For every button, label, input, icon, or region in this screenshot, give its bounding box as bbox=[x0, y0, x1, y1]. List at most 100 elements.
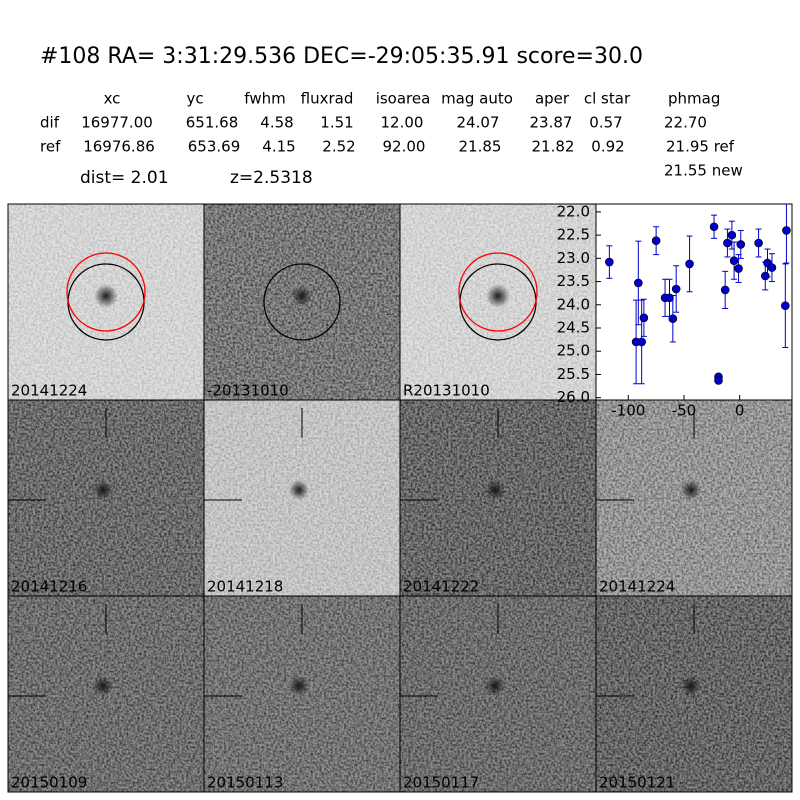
x-tick-label: 0 bbox=[735, 402, 745, 420]
column-header: yc bbox=[186, 90, 203, 108]
row-label: dif bbox=[40, 114, 60, 132]
data-point bbox=[767, 263, 777, 272]
y-tick-label: 25.5 bbox=[557, 365, 590, 383]
column-header: xc bbox=[104, 90, 121, 108]
table-cell: 21.85 bbox=[459, 138, 502, 156]
image-panel: 20141224 bbox=[595, 399, 793, 597]
source-blob bbox=[681, 480, 701, 500]
source-blob bbox=[289, 480, 309, 500]
title: #108 RA= 3:31:29.536 DEC=-29:05:35.91 sc… bbox=[40, 44, 643, 69]
data-point bbox=[634, 278, 643, 288]
table-cell: 16977.00 bbox=[81, 114, 153, 132]
column-header: mag auto bbox=[441, 90, 513, 108]
data-point bbox=[727, 230, 737, 240]
column-header: phmag bbox=[668, 90, 720, 108]
y-tick-label: 22.5 bbox=[557, 226, 590, 244]
x-tick-label: -50 bbox=[672, 402, 697, 420]
data-point bbox=[671, 284, 681, 294]
source-blob bbox=[289, 676, 309, 696]
panel-label: 20141216 bbox=[11, 578, 87, 596]
column-header: cl star bbox=[584, 90, 631, 108]
table-cell: 4.15 bbox=[262, 138, 295, 156]
row-label: ref bbox=[40, 138, 61, 156]
table-cell: 4.58 bbox=[260, 114, 293, 132]
table-cell: 0.92 bbox=[591, 138, 624, 156]
panel-label: 20150117 bbox=[403, 774, 479, 792]
panel-label: 20141224 bbox=[599, 578, 675, 596]
data-point bbox=[709, 222, 719, 232]
y-tick-label: 24.0 bbox=[557, 295, 590, 313]
data-point bbox=[685, 259, 694, 269]
column-header: fluxrad bbox=[301, 90, 354, 108]
table-cell: 653.69 bbox=[188, 138, 241, 156]
data-point bbox=[736, 240, 746, 249]
y-tick-label: 23.0 bbox=[557, 249, 590, 267]
table-cell: 21.95 ref bbox=[666, 138, 735, 156]
data-point bbox=[729, 256, 739, 265]
data-point bbox=[723, 238, 732, 248]
plot-area bbox=[595, 203, 793, 401]
table-cell: 651.68 bbox=[186, 114, 239, 132]
table-cell: 21.82 bbox=[532, 138, 575, 156]
data-point bbox=[637, 337, 646, 347]
image-panel: 20150109 bbox=[7, 595, 205, 793]
image-panel: 20141216 bbox=[7, 399, 205, 597]
source-blob bbox=[93, 676, 113, 696]
data-point bbox=[782, 226, 791, 235]
aperture-circle-red bbox=[66, 252, 146, 332]
table-cell: 92.00 bbox=[383, 138, 426, 156]
panel-label: 20141222 bbox=[403, 578, 479, 596]
image-panel: 20150113 bbox=[203, 595, 401, 793]
aperture-circle bbox=[263, 263, 341, 341]
panel-label: 20141218 bbox=[207, 578, 283, 596]
data-point bbox=[720, 285, 730, 295]
image-panel: 20150117 bbox=[399, 595, 597, 793]
source-blob bbox=[486, 284, 510, 308]
y-tick-label: 24.5 bbox=[557, 319, 590, 337]
data-point bbox=[605, 257, 614, 267]
data-point bbox=[781, 301, 790, 311]
dist: dist= 2.01 bbox=[80, 168, 169, 188]
panel-label: R20131010 bbox=[403, 382, 490, 400]
source-blob bbox=[681, 676, 701, 696]
x-tick-label: -100 bbox=[611, 402, 645, 420]
source-blob bbox=[292, 286, 312, 306]
source-blob bbox=[485, 676, 505, 696]
panel-frame bbox=[595, 595, 793, 793]
y-tick-label: 25.0 bbox=[557, 342, 590, 360]
y-tick-label: 23.5 bbox=[557, 272, 590, 290]
image-panel: 20141218 bbox=[203, 399, 401, 597]
data-point bbox=[639, 313, 649, 323]
table-cell: 1.51 bbox=[320, 114, 353, 132]
data-point bbox=[714, 376, 723, 385]
new-mag: 21.55 new bbox=[664, 162, 743, 180]
image-panel: 20141224 bbox=[7, 203, 205, 401]
table-cell: 0.57 bbox=[589, 114, 622, 132]
image-panel: -20131010 bbox=[203, 203, 401, 401]
source-blob bbox=[93, 480, 113, 500]
data-point bbox=[754, 238, 763, 248]
source-blob bbox=[94, 284, 118, 308]
redshift: z=2.5318 bbox=[230, 168, 313, 188]
image-panel: 20141222 bbox=[399, 399, 597, 597]
table-cell: 12.00 bbox=[381, 114, 424, 132]
image-panel: R20131010 bbox=[399, 203, 597, 401]
y-tick-label: 26.0 bbox=[557, 388, 590, 406]
image-panel: 20150121 bbox=[595, 595, 793, 793]
column-header: isoarea bbox=[376, 90, 431, 108]
table-cell: 24.07 bbox=[457, 114, 500, 132]
panel-label: 20141224 bbox=[11, 382, 87, 400]
table-cell: 2.52 bbox=[322, 138, 355, 156]
data-point bbox=[668, 314, 678, 324]
data-point bbox=[760, 271, 770, 281]
y-tick-label: 22.0 bbox=[557, 202, 590, 220]
source-blob bbox=[485, 480, 505, 500]
panel-label: 20150113 bbox=[207, 774, 283, 792]
table-cell: 22.70 bbox=[664, 114, 707, 132]
aperture-circle-red bbox=[458, 252, 538, 332]
table-cell: 23.87 bbox=[530, 114, 573, 132]
data-point bbox=[651, 236, 661, 245]
column-header: fwhm bbox=[244, 90, 285, 108]
